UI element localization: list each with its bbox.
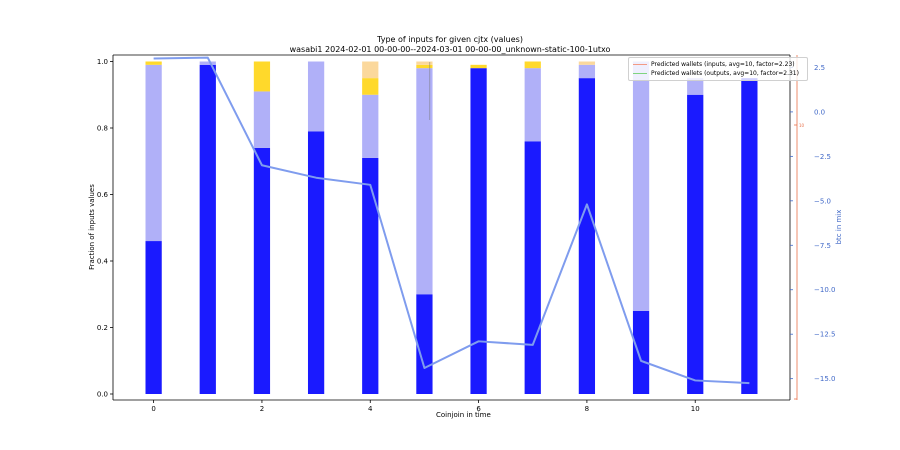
y2-tick-label-2: −2.5 <box>814 153 831 161</box>
bar-segment-1-3 <box>307 61 325 132</box>
bar-segment-2-5 <box>416 64 433 69</box>
x-tick-label-5: 10 <box>691 405 700 413</box>
bar-segment-0-10 <box>687 94 704 394</box>
bar-segment-2-0 <box>145 61 162 65</box>
bar-segment-3-5 <box>416 61 433 65</box>
y-tick-label-2: 0.4 <box>97 258 109 266</box>
bar-segment-1-4 <box>362 94 379 158</box>
inner-red-tick-label: 10 <box>799 123 805 128</box>
bar-segment-0-4 <box>362 157 379 394</box>
y2-tick-label-7: −15.0 <box>814 375 835 383</box>
y2-tick-label-3: −5.0 <box>814 197 831 205</box>
legend-label-outputs: Predicted wallets (outputs, avg=10, fact… <box>651 70 799 77</box>
y2-axis-label: btc in mix <box>835 209 843 245</box>
y-axis-label: Fraction of inputs values <box>88 184 96 270</box>
legend-entry-outputs: Predicted wallets (outputs, avg=10, fact… <box>633 69 799 78</box>
btc-in-mix-line <box>153 56 750 385</box>
legend-swatch-inputs <box>633 64 647 65</box>
bar-segment-0-1 <box>199 64 216 394</box>
legend-label-inputs: Predicted wallets (inputs, avg=10, facto… <box>651 61 795 68</box>
legend: Predicted wallets (inputs, avg=10, facto… <box>628 57 808 81</box>
x-tick-label-3: 6 <box>476 405 481 413</box>
bar-segment-1-0 <box>145 64 162 242</box>
chart-subtitle: wasabi1 2024-02-01 00-00-00--2024-03-01 … <box>289 45 611 54</box>
x-tick-label-1: 2 <box>260 405 264 413</box>
bar-segment-0-0 <box>145 241 162 394</box>
bar-segment-0-6 <box>470 68 487 395</box>
y2-tick-label-0: 2.5 <box>814 64 825 72</box>
bar-segment-1-9 <box>632 61 650 311</box>
y2-tick-label-6: −12.5 <box>814 331 835 339</box>
x-tick-label-0: 0 <box>151 405 155 413</box>
x-tick-label-2: 4 <box>368 405 373 413</box>
bar-segment-2-6 <box>470 64 487 69</box>
y2-tick-label-1: 0.0 <box>814 108 825 116</box>
bar-segment-1-7 <box>524 68 541 142</box>
bar-segment-0-7 <box>524 141 541 394</box>
y-tick-label-1: 0.2 <box>97 324 108 332</box>
bar-segment-2-7 <box>524 61 541 69</box>
bar-segment-0-5 <box>416 294 433 394</box>
bar-segment-3-8 <box>578 61 596 65</box>
bar-segment-3-4 <box>362 61 379 79</box>
x-tick-label-4: 8 <box>585 405 589 413</box>
bar-segment-0-8 <box>578 78 596 394</box>
bar-segment-1-10 <box>687 78 704 95</box>
y2-tick-label-4: −7.5 <box>814 242 831 250</box>
bar-segment-2-4 <box>362 78 379 95</box>
bar-segment-1-1 <box>199 61 216 65</box>
bar-segment-1-5 <box>416 68 433 295</box>
x-axis-label: Coinjoin in time <box>436 411 491 419</box>
bar-segment-1-8 <box>578 64 596 79</box>
bar-segment-0-9 <box>632 310 650 394</box>
y2-tick-label-5: −10.0 <box>814 286 835 294</box>
bar-segment-0-11 <box>741 78 758 394</box>
chart-title: Type of inputs for given cjtx (values) <box>377 35 523 44</box>
legend-swatch-outputs <box>633 73 647 74</box>
y-tick-label-4: 0.8 <box>97 125 108 133</box>
legend-entry-inputs: Predicted wallets (inputs, avg=10, facto… <box>633 60 795 69</box>
y-tick-label-5: 1.0 <box>97 58 108 66</box>
bar-segment-0-3 <box>307 131 325 394</box>
bar-segment-0-2 <box>253 147 271 394</box>
bar-segment-1-2 <box>253 91 271 148</box>
bar-segment-2-2 <box>253 61 271 92</box>
y-tick-label-3: 0.6 <box>97 191 109 199</box>
y-tick-label-0: 0.0 <box>97 391 108 399</box>
